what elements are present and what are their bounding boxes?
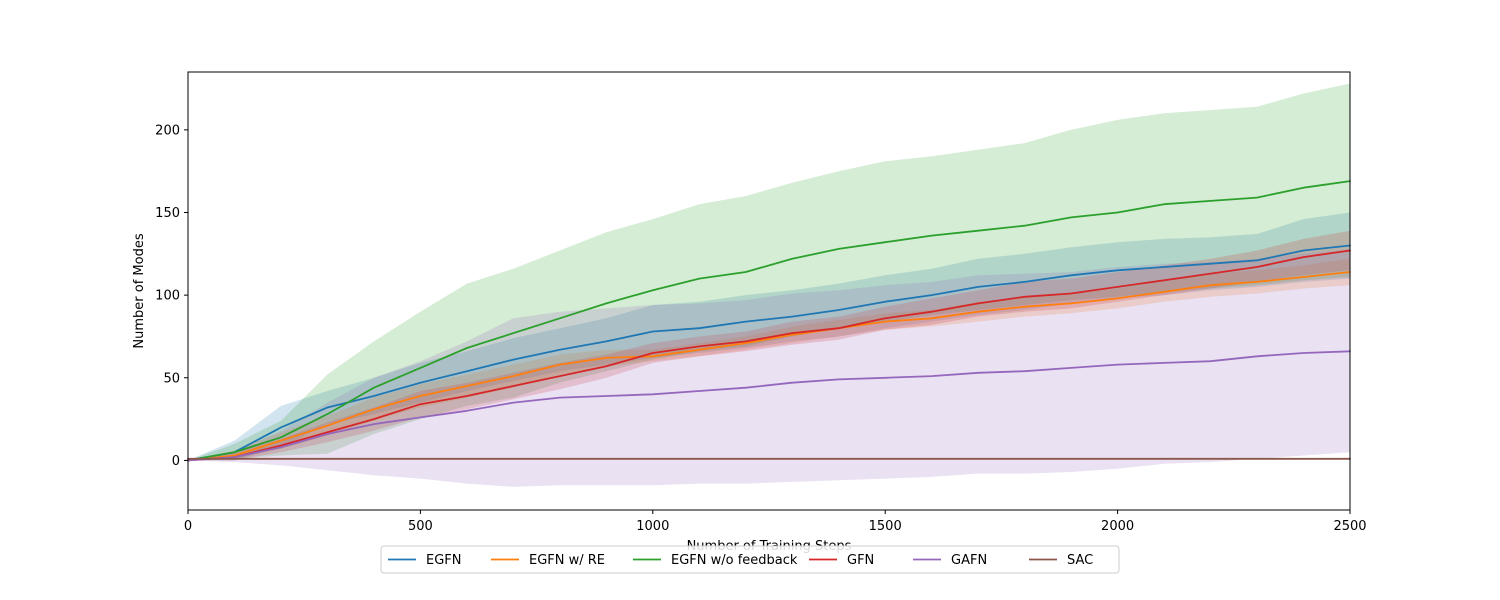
series-lines — [187, 180, 1351, 462]
legend-label: GFN — [847, 553, 874, 568]
legend: EGFN EGFN w/ RE EGFN w/o feedback GFN GAFN SA… — [380, 545, 1120, 574]
plot-frame — [187, 71, 1351, 511]
y-tick-label: 50 — [163, 371, 180, 386]
band-egfn-w-o-feedback — [188, 83, 1350, 461]
x-tick-label: 2000 — [1101, 519, 1134, 534]
band-gfn — [188, 230, 1350, 461]
x-tick-label: 500 — [408, 519, 433, 534]
y-axis-label: Number of Modes — [132, 233, 147, 348]
y-tick-label: 0 — [172, 454, 180, 469]
y-axis-ticks: 0 50 100 150 200 — [155, 123, 188, 469]
plot-background — [188, 72, 1350, 510]
legend-label: EGFN w/ RE — [529, 553, 605, 568]
x-tick-label: 1000 — [636, 519, 669, 534]
line-egfn-w-o-feedback — [187, 180, 1351, 462]
y-tick-label: 200 — [155, 123, 180, 138]
x-tick-label: 0 — [184, 519, 192, 534]
band-gafn — [188, 248, 1350, 487]
y-tick-label: 100 — [155, 289, 180, 304]
legend-box — [380, 545, 1120, 574]
x-tick-label: 2500 — [1333, 519, 1366, 534]
band-egfn-w-re — [188, 258, 1350, 461]
line-egfn-w-re — [187, 271, 1351, 462]
legend-label: SAC — [1067, 553, 1093, 568]
x-tick-label: 1500 — [869, 519, 902, 534]
line-gafn — [187, 350, 1351, 462]
line-gfn — [187, 249, 1351, 462]
legend-label: EGFN w/o feedback — [671, 553, 798, 568]
y-tick-label: 150 — [155, 206, 180, 221]
legend-label: EGFN — [426, 553, 462, 568]
x-axis-ticks: 0 500 1000 1500 2000 2500 — [184, 510, 1367, 534]
line-egfn — [187, 244, 1351, 462]
legend-label: GAFN — [951, 553, 987, 568]
